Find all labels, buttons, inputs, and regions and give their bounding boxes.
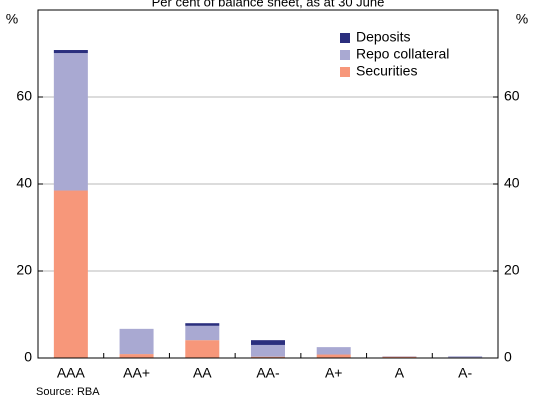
x-tick-label: AA (193, 365, 212, 381)
bar-segment (53, 50, 88, 54)
legend-swatch (340, 67, 350, 77)
bar-segment (53, 53, 88, 191)
source-note: Source: RBA (36, 386, 100, 398)
x-tick-label: A- (458, 365, 472, 381)
legend-swatch (340, 50, 350, 60)
y-unit-left: % (6, 11, 18, 27)
y-tick-label-right: 60 (504, 88, 520, 104)
legend-label: Deposits (356, 29, 410, 45)
bar-segment (382, 356, 417, 358)
x-tick-label: AA+ (123, 365, 150, 381)
bar-segment (316, 347, 351, 355)
y-tick-label-left: 60 (16, 88, 32, 104)
bar-segment (448, 356, 483, 358)
y-unit-right: % (516, 11, 528, 27)
y-tick-label-left: 0 (24, 349, 32, 365)
bar-segment (251, 340, 285, 345)
bar-segment (185, 340, 220, 358)
chart-subtitle: Per cent of balance sheet, as at 30 June (152, 0, 385, 9)
y-tick-label-right: 0 (504, 349, 512, 365)
bar-segment (185, 325, 220, 341)
y-tick-label-right: 20 (504, 262, 520, 278)
bar-segment (251, 344, 285, 357)
y-tick-label-right: 40 (504, 175, 520, 191)
bar-segment (185, 323, 220, 326)
legend-swatch (340, 33, 350, 43)
bar-segment (119, 328, 154, 355)
x-tick-label: A (395, 365, 405, 381)
bar-segment (119, 354, 154, 358)
x-tick-label: AAA (57, 365, 86, 381)
bar-segment (53, 190, 88, 358)
legend-label: Repo collateral (356, 46, 449, 62)
y-tick-label-left: 40 (16, 175, 32, 191)
plot-frame (37, 9, 499, 359)
bar-segment (316, 354, 351, 358)
x-tick-label: AA- (256, 365, 280, 381)
y-tick-label-left: 20 (16, 262, 32, 278)
bar-segment (251, 356, 285, 358)
legend-label: Securities (356, 63, 417, 79)
x-tick-label: A+ (325, 365, 343, 381)
